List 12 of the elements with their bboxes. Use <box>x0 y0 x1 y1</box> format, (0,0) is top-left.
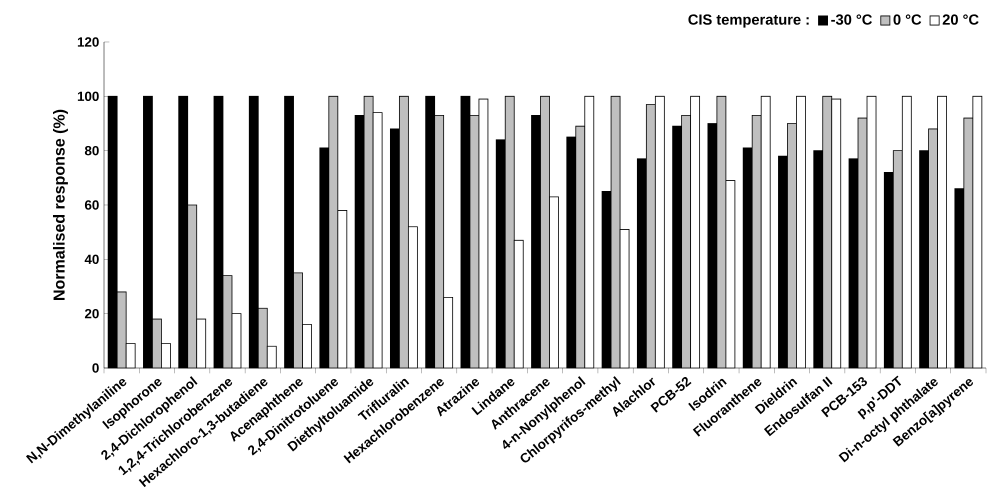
legend-label: -30 °C <box>831 14 872 25</box>
y-tick-label: 20 <box>84 308 99 318</box>
y-axis-title: Normalised response (%) <box>52 110 68 300</box>
legend-label: 0 °C <box>894 14 922 25</box>
y-tick-label: 60 <box>84 200 99 210</box>
legend-title: CIS temperature : <box>688 14 809 28</box>
y-tick-label: 80 <box>84 146 99 156</box>
y-tick-label: 40 <box>84 254 99 264</box>
y-tick-label: 100 <box>78 92 99 102</box>
y-tick-label: 0 <box>92 363 99 373</box>
legend-label: 20 °C <box>942 14 979 25</box>
y-tick-label: 120 <box>78 37 99 47</box>
